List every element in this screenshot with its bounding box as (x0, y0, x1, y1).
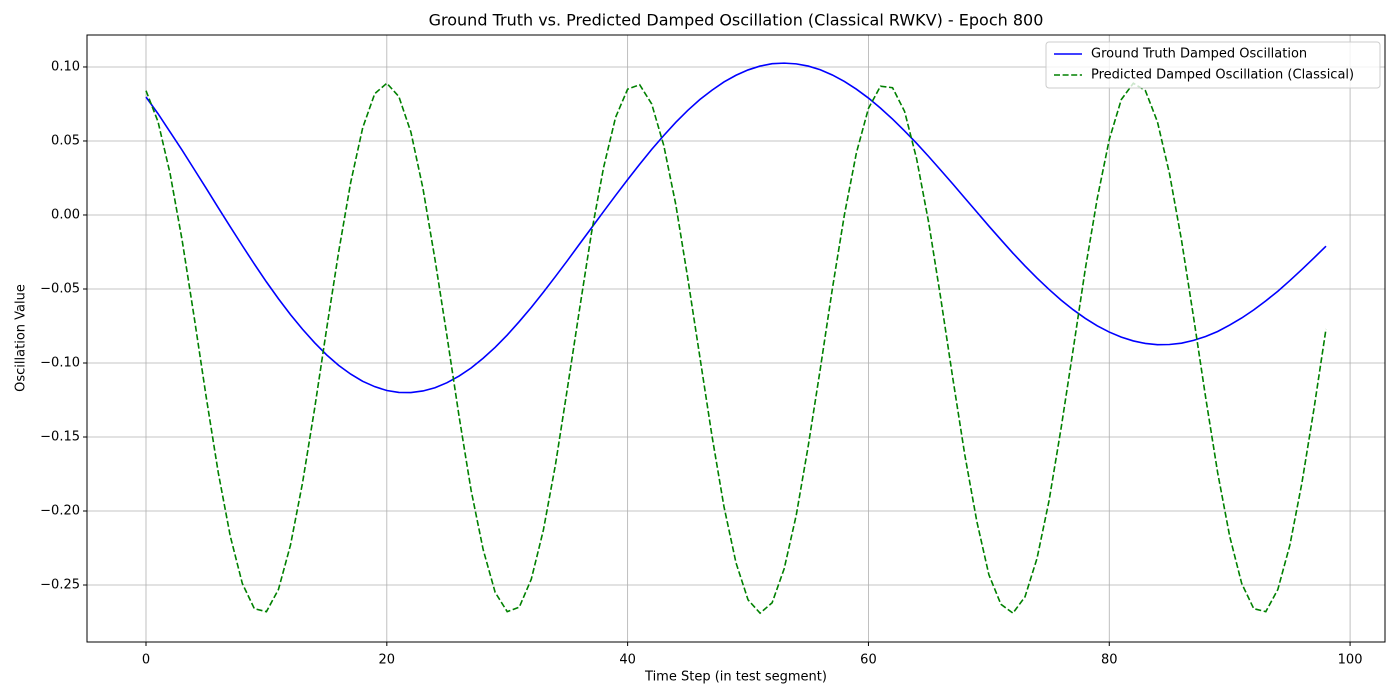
x-tick-label: 40 (619, 653, 636, 668)
data-line (145, 82, 1327, 615)
y-tick-label: −0.20 (40, 504, 80, 519)
y-tick-label: −0.10 (40, 355, 80, 370)
x-axis-label: Time Step (in test segment) (644, 670, 827, 685)
legend: Ground Truth Damped Oscillation Predicted… (1045, 41, 1381, 89)
legend-label: Predicted Damped Oscillation (Classical) (1091, 68, 1354, 83)
y-axis-label: Oscillation Value (14, 284, 29, 392)
y-tick-label: −0.05 (40, 281, 80, 296)
y-tick-label: −0.25 (40, 578, 80, 593)
x-tick-label: 20 (379, 653, 396, 668)
x-tick-label: 100 (1338, 653, 1363, 668)
x-tick-label: 60 (860, 653, 877, 668)
legend-label: Ground Truth Damped Oscillation (1091, 47, 1307, 62)
plot-frame (86, 34, 1386, 643)
x-tick-label: 0 (142, 653, 150, 668)
y-tick-label: −0.15 (40, 430, 80, 445)
y-tick-label: 0.10 (51, 59, 80, 74)
data-line (145, 62, 1327, 394)
x-tick-label: 80 (1101, 653, 1118, 668)
legend-box (1045, 41, 1381, 89)
y-tick-label: 0.05 (51, 133, 80, 148)
chart-title: Ground Truth vs. Predicted Damped Oscill… (429, 11, 1044, 30)
y-tick-label: 0.00 (51, 207, 80, 222)
